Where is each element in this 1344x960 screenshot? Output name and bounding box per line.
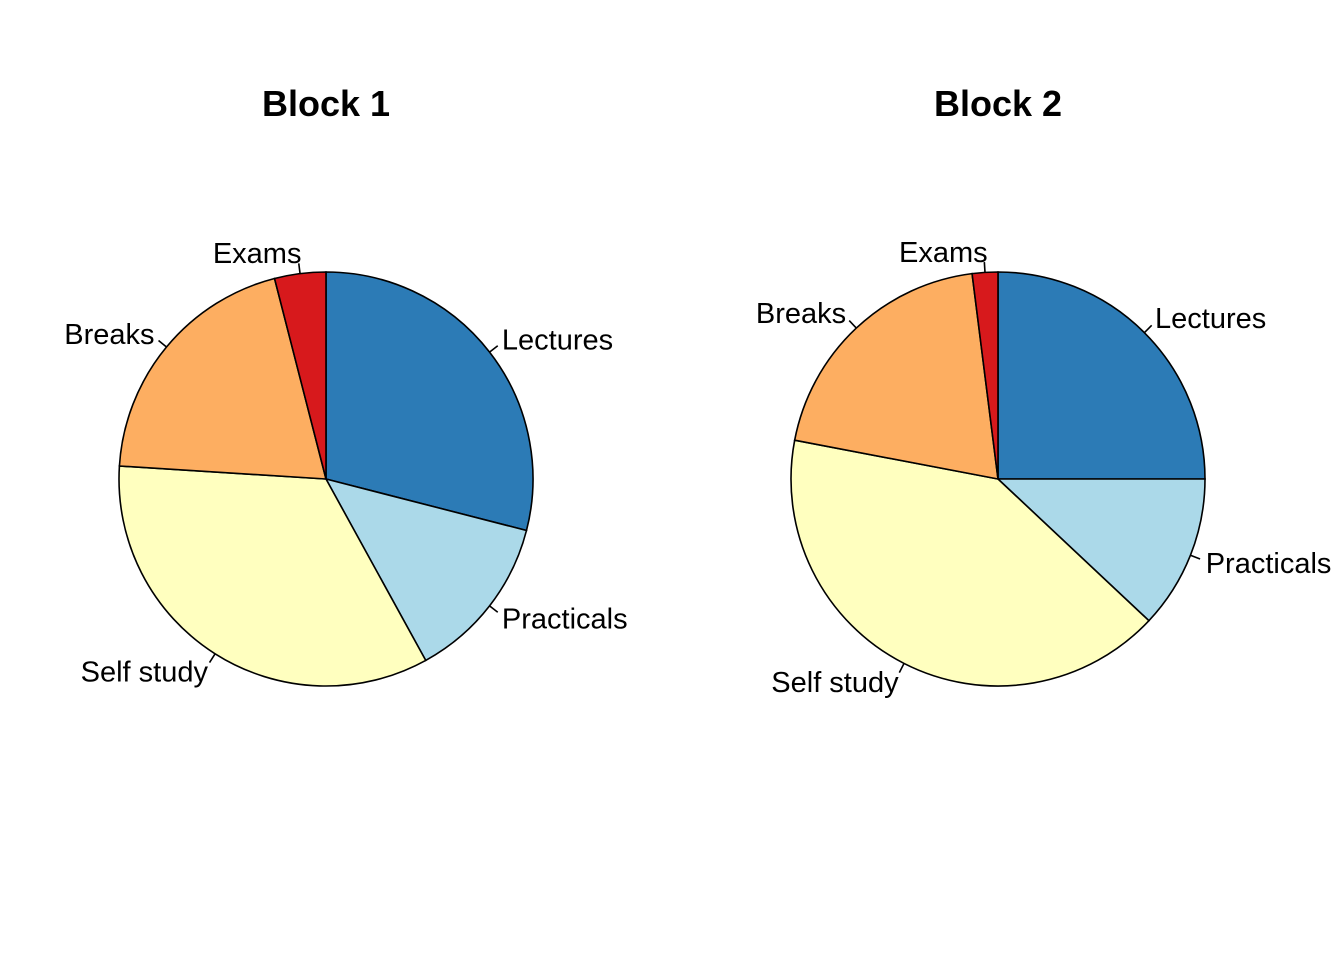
leader-line-exams	[297, 263, 301, 274]
leader-line-lectures	[489, 345, 499, 353]
chart-title: Block 1	[262, 83, 390, 124]
pie-slice-breaks	[118, 277, 328, 480]
leader-line-practicals	[1190, 554, 1201, 560]
leader-line-breaks	[158, 339, 168, 348]
pie-slices	[118, 271, 534, 687]
pie-chart-block-2: Block 2 Lectures Practicals Self study Brea…	[756, 83, 1332, 699]
leader-line-breaks	[848, 320, 857, 329]
slice-label-self-study: Self study	[771, 667, 899, 699]
leader-line-exams	[983, 262, 986, 273]
pie-slice-self-study	[118, 465, 427, 687]
leader-line-lectures	[1143, 324, 1153, 334]
pie-labels: Lectures Practicals Self study Breaks Exams	[64, 238, 627, 688]
pie-slice-breaks	[793, 272, 999, 480]
slice-label-practicals: Practicals	[502, 604, 628, 636]
leader-line-self-study	[208, 653, 216, 663]
pie-slices	[790, 271, 1206, 687]
slice-label-practicals: Practicals	[1206, 548, 1332, 580]
pie-labels: Lectures Practicals Self study Breaks Exams	[756, 237, 1332, 699]
pie-slice-practicals	[324, 477, 528, 662]
slice-label-breaks: Breaks	[756, 298, 846, 330]
slice-label-self-study: Self study	[81, 656, 209, 688]
slice-label-exams: Exams	[213, 238, 302, 270]
pie-slice-self-study	[790, 439, 1151, 687]
slice-label-exams: Exams	[899, 237, 988, 269]
slice-label-lectures: Lectures	[502, 324, 613, 356]
chart-title: Block 2	[934, 83, 1062, 124]
pie-slice-exams	[273, 271, 327, 480]
leader-line-practicals	[489, 605, 499, 613]
pie-chart-block-1: Block 1 Lectures Practicals Self study Brea…	[64, 83, 627, 688]
leader-line-self-study	[898, 663, 905, 674]
slice-label-breaks: Breaks	[64, 319, 154, 351]
slice-label-lectures: Lectures	[1155, 303, 1266, 335]
